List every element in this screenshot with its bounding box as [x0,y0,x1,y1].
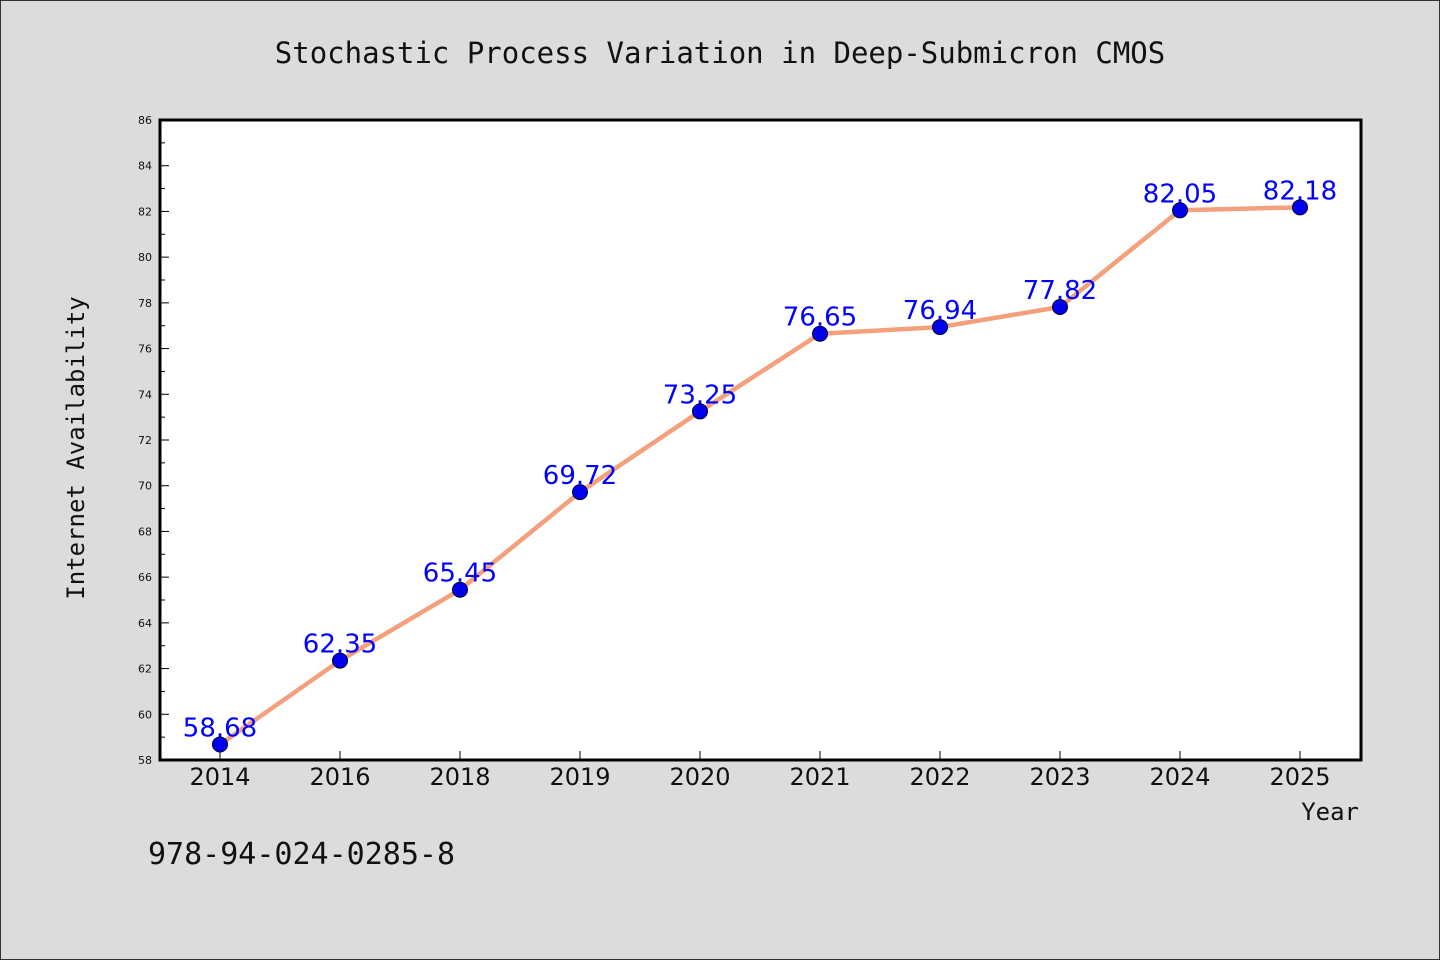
x-tick-label: 2023 [1029,763,1090,791]
isbn-text: 978-94-024-0285-8 [148,837,455,872]
y-tick-label: 58 [138,754,152,767]
y-tick-label: 74 [138,388,152,401]
data-point [572,484,588,501]
data-point [1052,298,1068,315]
x-tick-label: 2019 [549,763,610,791]
data-point [452,581,468,598]
data-label: 82.18 [1263,176,1337,206]
y-tick-label: 64 [138,617,152,630]
y-tick-label: 60 [138,708,152,721]
x-tick-label: 2014 [189,763,250,791]
data-label: 77.82 [1023,276,1097,306]
x-axis: 2014 2016 2018 2019 2020 2021 2022 2023 2024 2025 [189,751,1331,791]
data-labels: 58.68 62.35 65.45 69.72 73.25 76.65 76.94 77.82… [183,176,1337,743]
x-tick-label: 2025 [1269,763,1330,791]
data-point [332,652,348,669]
y-tick-label: 68 [138,525,152,538]
data-label: 58.68 [183,713,257,743]
y-tick-label: 76 [138,343,152,356]
data-point [212,736,228,753]
series-line [217,205,1303,747]
series-line-group [217,205,1303,747]
y-tick-label: 62 [138,663,152,676]
y-tick-label: 66 [138,571,152,584]
data-point [1172,202,1188,219]
y-tick-label: 70 [138,480,152,493]
data-point [932,319,948,336]
y-tick-label: 82 [138,205,152,218]
data-point [1292,199,1308,216]
x-tick-label: 2018 [429,763,490,791]
x-axis-label: Year [1301,798,1359,826]
y-tick-label: 80 [138,251,152,264]
data-label: 76.65 [783,303,857,333]
data-label: 76.94 [903,296,977,326]
x-tick-label: 2024 [1149,763,1210,791]
y-axis-label: Internet Availability [62,296,90,599]
x-tick-label: 2021 [789,763,850,791]
data-label: 82.05 [1143,179,1217,209]
y-axis: 58 60 62 64 66 68 70 72 74 76 78 80 82 84 86 [138,114,169,767]
y-tick-label: 78 [138,297,152,310]
data-point [692,403,708,420]
data-label: 65.45 [423,559,497,589]
y-tick-label: 86 [138,114,152,127]
data-label: 69.72 [543,461,617,491]
data-label: 62.35 [303,630,377,660]
data-point [812,325,828,342]
data-markers [212,199,1308,753]
x-tick-label: 2016 [309,763,370,791]
x-tick-label: 2020 [669,763,730,791]
y-tick-label: 72 [138,434,152,447]
x-tick-label: 2022 [909,763,970,791]
y-tick-label: 84 [138,160,152,173]
chart-title: Stochastic Process Variation in Deep-Sub… [275,36,1165,70]
data-label: 73.25 [663,380,737,410]
